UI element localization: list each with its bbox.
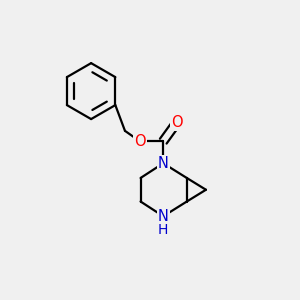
- Text: N: N: [158, 156, 169, 171]
- Text: O: O: [134, 134, 146, 149]
- Text: H: H: [158, 224, 168, 237]
- Text: O: O: [171, 115, 183, 130]
- Text: N: N: [158, 209, 169, 224]
